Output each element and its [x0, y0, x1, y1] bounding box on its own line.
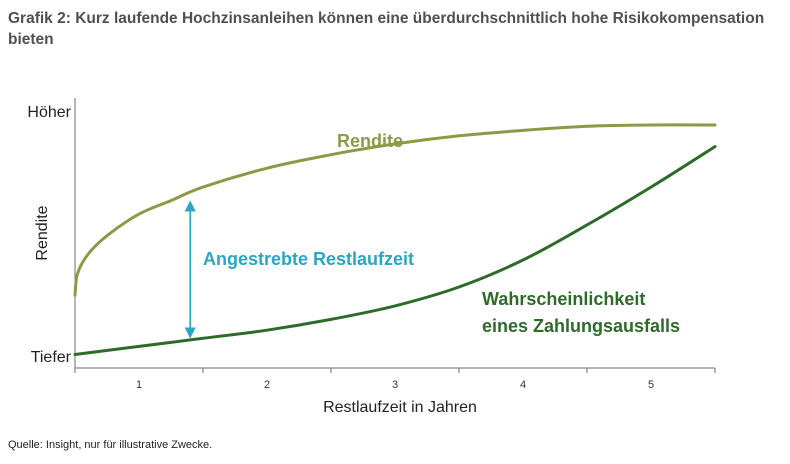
x-axis-title: Restlaufzeit in Jahren — [323, 399, 477, 416]
chart-title: Grafik 2: Kurz laufende Hochzinsanleihen… — [8, 10, 765, 48]
x-tick-label: 3 — [392, 379, 398, 391]
series-line-zahlungsausfall — [73, 145, 717, 356]
y-bottom-label: Tiefer — [31, 349, 72, 366]
series-label-ausfall-line-2: eines Zahlungsausfalls — [482, 316, 680, 336]
y-top-label: Höher — [27, 104, 71, 121]
series-label-rendite: Rendite — [337, 131, 403, 151]
x-tick-label: 4 — [520, 379, 526, 391]
series-label-ausfall-line-1: Wahrscheinlichkeit — [482, 289, 645, 309]
source-note: Quelle: Insight, nur für illustrative Zw… — [8, 439, 213, 451]
target-maturity-label: Angestrebte Restlaufzeit — [203, 249, 414, 269]
x-tick-label: 5 — [648, 379, 654, 391]
y-axis-title: Rendite — [34, 205, 51, 260]
series-line-rendite — [73, 123, 717, 297]
x-tick-label: 1 — [136, 379, 142, 391]
x-tick-label: 2 — [264, 379, 270, 391]
